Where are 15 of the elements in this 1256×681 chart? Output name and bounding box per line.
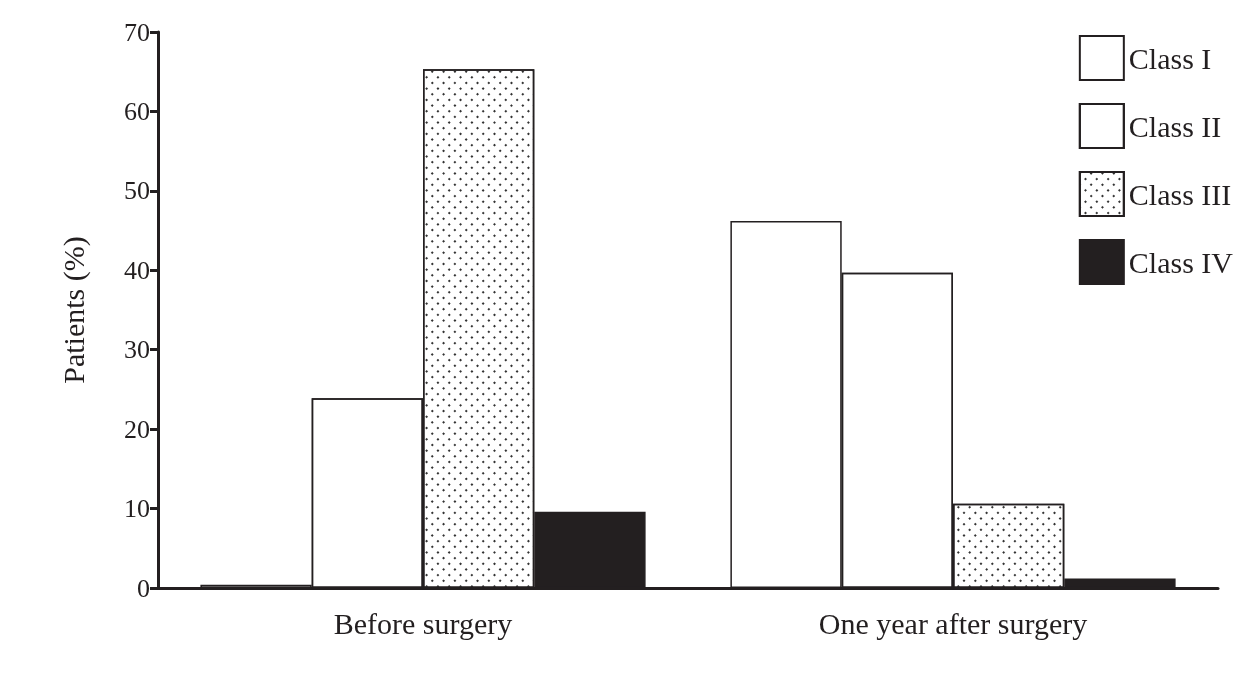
legend-label: Class IV [1128,245,1234,279]
legend-label: Class II [1128,109,1222,143]
x-tick-label: One year after surgery [818,606,1088,640]
legend-label: Class I [1128,41,1212,75]
y-tick-label: 70 [124,17,150,47]
y-tick-label: 10 [124,494,150,524]
y-tick-label: 60 [124,96,150,126]
y-tick-label: 50 [124,176,150,206]
x-tick-label: Before surgery [333,606,513,640]
legend-label: Class III [1128,177,1232,211]
y-axis-title: Patients (%) [56,236,91,384]
y-tick-label: 30 [124,335,150,365]
y-tick-label: 20 [124,414,150,444]
y-tick-label: 0 [137,573,150,603]
y-tick-label: 40 [124,255,150,285]
